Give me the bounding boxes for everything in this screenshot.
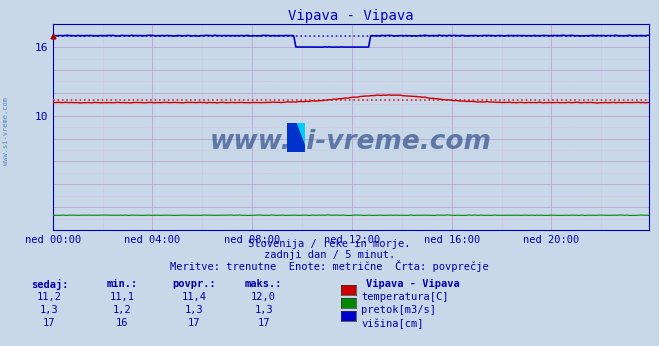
Text: 11,1: 11,1 (109, 292, 134, 302)
Text: www.si-vreme.com: www.si-vreme.com (3, 98, 9, 165)
Text: 17: 17 (43, 318, 55, 328)
Text: 1,2: 1,2 (113, 305, 131, 315)
Text: maks.:: maks.: (245, 279, 282, 289)
Text: sedaj:: sedaj: (31, 279, 68, 290)
Text: Vipava - Vipava: Vipava - Vipava (366, 279, 459, 289)
Text: 1,3: 1,3 (40, 305, 59, 315)
Text: Meritve: trenutne  Enote: metrične  Črta: povprečje: Meritve: trenutne Enote: metrične Črta: … (170, 260, 489, 272)
Text: 12,0: 12,0 (251, 292, 276, 302)
Text: 17: 17 (258, 318, 270, 328)
Text: Slovenija / reke in morje.: Slovenija / reke in morje. (248, 239, 411, 249)
Text: 17: 17 (188, 318, 200, 328)
Text: 11,2: 11,2 (37, 292, 62, 302)
Text: min.:: min.: (106, 279, 138, 289)
Text: temperatura[C]: temperatura[C] (361, 292, 449, 302)
Text: www.si-vreme.com: www.si-vreme.com (210, 129, 492, 155)
Title: Vipava - Vipava: Vipava - Vipava (288, 9, 414, 23)
Text: 16: 16 (116, 318, 128, 328)
Text: pretok[m3/s]: pretok[m3/s] (361, 305, 436, 315)
Text: 11,4: 11,4 (182, 292, 207, 302)
Text: povpr.:: povpr.: (173, 279, 216, 289)
Text: zadnji dan / 5 minut.: zadnji dan / 5 minut. (264, 250, 395, 260)
Polygon shape (296, 123, 305, 147)
Polygon shape (287, 123, 305, 152)
Text: višina[cm]: višina[cm] (361, 318, 424, 329)
Text: 1,3: 1,3 (185, 305, 204, 315)
Text: 1,3: 1,3 (254, 305, 273, 315)
